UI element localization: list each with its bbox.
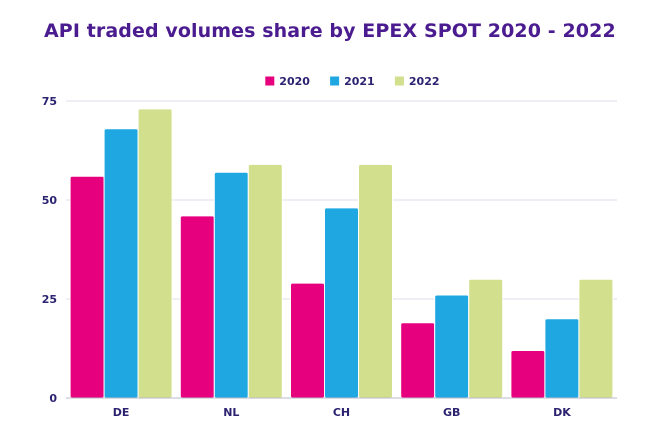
x-tick-label-nl: NL [223, 406, 239, 419]
bar-dk-2021 [544, 318, 580, 399]
legend-swatch-2020 [265, 76, 275, 86]
bar-de-2022 [137, 108, 173, 399]
axes: 0 25 50 75 DE NL CH GB DK [42, 95, 617, 419]
bar-nl-2021 [213, 171, 249, 399]
legend-label-2020: 2020 [279, 75, 310, 88]
x-tick-label-de: DE [113, 406, 130, 419]
x-tick-label-gb: GB [443, 406, 460, 419]
bar-gb-2020 [400, 322, 436, 399]
x-tick-label-ch: CH [333, 406, 350, 419]
bar-dk-2020 [510, 349, 546, 399]
bar-ch-2022 [358, 163, 393, 399]
y-tick-label-50: 50 [42, 194, 58, 207]
bar-dk-2022 [578, 278, 614, 399]
legend-swatch-2022 [394, 76, 404, 86]
y-tick-label-0: 0 [49, 392, 57, 405]
bar-nl-2022 [247, 163, 283, 399]
bar-gb-2021 [434, 294, 470, 399]
y-tick-label-25: 25 [42, 293, 57, 306]
chart-title: API traded volumes share by EPEX SPOT 20… [44, 20, 616, 42]
bar-de-2021 [103, 128, 139, 399]
bar-de-2020 [69, 175, 105, 399]
legend-swatch-2021 [330, 76, 340, 86]
legend-label-2021: 2021 [344, 75, 375, 88]
bars [69, 108, 614, 399]
legend-label-2022: 2022 [409, 75, 440, 88]
legend: 2020 2021 2022 [265, 75, 440, 88]
x-tick-label-dk: DK [553, 406, 571, 419]
y-tick-label-75: 75 [42, 95, 57, 108]
bar-ch-2021 [324, 207, 359, 399]
bar-gb-2022 [468, 278, 504, 399]
bar-ch-2020 [290, 282, 325, 399]
bar-nl-2020 [179, 215, 215, 399]
